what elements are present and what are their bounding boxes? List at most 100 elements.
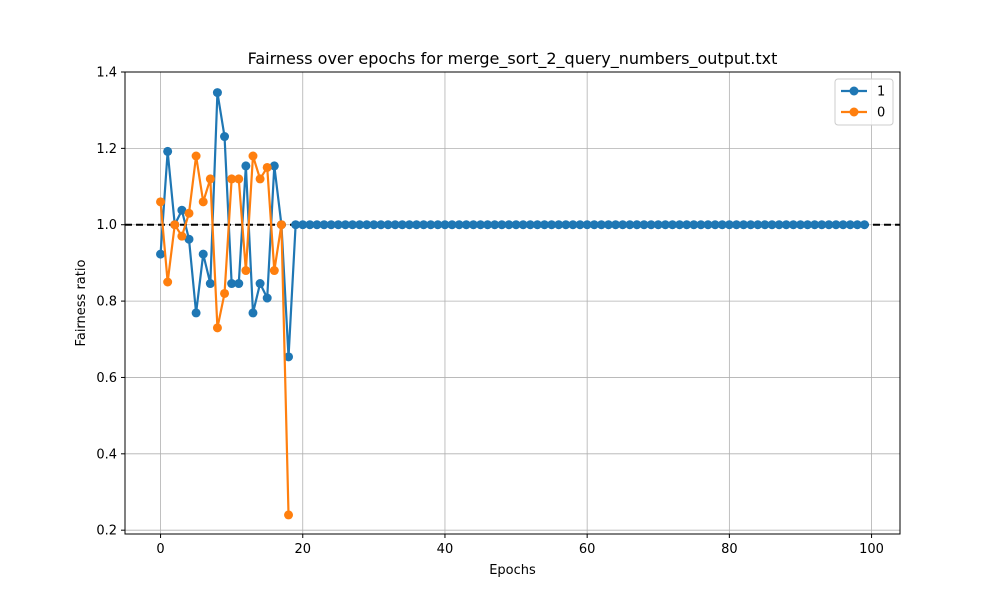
data-point	[547, 220, 557, 230]
chart-title: Fairness over epochs for merge_sort_2_qu…	[248, 49, 778, 69]
data-point	[753, 220, 763, 230]
data-point	[632, 220, 642, 230]
data-point	[838, 220, 848, 230]
data-point	[639, 220, 649, 230]
data-point	[212, 88, 222, 98]
data-point	[269, 161, 279, 171]
data-point	[205, 174, 215, 184]
legend-marker	[849, 107, 859, 117]
data-point	[241, 266, 251, 276]
legend-label: 1	[877, 85, 885, 100]
data-point	[618, 220, 628, 230]
data-point	[191, 151, 201, 161]
y-tick-label: 0.8	[96, 295, 117, 310]
data-point	[568, 220, 578, 230]
data-point	[227, 174, 237, 184]
data-point	[824, 220, 834, 230]
legend-marker	[849, 86, 859, 96]
data-point	[241, 161, 251, 171]
data-point	[276, 220, 286, 230]
y-tick-label: 1.2	[96, 142, 117, 157]
data-point	[234, 279, 244, 289]
data-point	[504, 220, 514, 230]
data-point	[234, 174, 244, 184]
data-point	[810, 220, 820, 230]
data-point	[667, 220, 677, 230]
data-point	[511, 220, 521, 230]
plot-frame	[124, 71, 901, 535]
y-tick-label: 0.4	[96, 447, 117, 462]
data-point	[447, 220, 457, 230]
data-point	[518, 220, 528, 230]
data-point	[163, 277, 173, 287]
data-point	[781, 220, 791, 230]
data-point	[724, 220, 734, 230]
data-point	[739, 220, 749, 230]
data-point	[788, 220, 798, 230]
data-point	[177, 205, 187, 215]
data-point	[404, 220, 414, 230]
data-point	[660, 220, 670, 230]
data-point	[795, 220, 805, 230]
data-point	[675, 220, 685, 230]
data-point	[212, 323, 222, 333]
data-point	[305, 220, 315, 230]
data-point	[177, 231, 187, 241]
data-point	[483, 220, 493, 230]
data-point	[774, 220, 784, 230]
data-point	[184, 234, 194, 244]
data-point	[433, 220, 443, 230]
data-point	[682, 220, 692, 230]
data-point	[596, 220, 606, 230]
data-point	[220, 288, 230, 298]
data-point	[703, 220, 713, 230]
data-point	[348, 220, 358, 230]
data-point	[731, 220, 741, 230]
data-point	[859, 220, 869, 230]
series-layer	[156, 88, 869, 520]
data-point	[532, 220, 542, 230]
data-point	[340, 220, 350, 230]
data-point	[497, 220, 507, 230]
data-point	[298, 220, 308, 230]
data-point	[390, 220, 400, 230]
data-point	[227, 279, 237, 289]
data-point	[383, 220, 393, 230]
data-point	[454, 220, 464, 230]
data-point	[156, 197, 166, 207]
x-tick-label: 80	[721, 542, 738, 557]
data-point	[646, 220, 656, 230]
x-tick-label: 0	[156, 542, 164, 557]
data-point	[539, 220, 549, 230]
data-point	[255, 279, 265, 289]
x-tick-label: 100	[859, 542, 884, 557]
data-point	[191, 308, 201, 318]
data-point	[284, 510, 294, 520]
data-point	[717, 220, 727, 230]
data-point	[490, 220, 500, 230]
legend: 10	[834, 78, 894, 126]
data-point	[426, 220, 436, 230]
data-point	[817, 220, 827, 230]
data-point	[269, 266, 279, 276]
data-point	[184, 208, 194, 218]
data-point	[369, 220, 379, 230]
series-0	[156, 151, 294, 520]
data-point	[767, 220, 777, 230]
x-axis-label: Epochs	[489, 563, 536, 578]
x-tick-label: 20	[294, 542, 311, 557]
data-point	[561, 220, 571, 230]
data-point	[611, 220, 621, 230]
data-point	[326, 220, 336, 230]
ticks: 0 20 40 60 80 100 0.2 0.4 0.6 0.8 1.0 1.2 1.4	[96, 66, 884, 558]
data-point	[205, 279, 215, 289]
x-tick-label: 40	[437, 542, 454, 557]
data-point	[653, 220, 663, 230]
data-point	[198, 197, 208, 207]
data-point	[312, 220, 322, 230]
data-point	[412, 220, 422, 230]
data-point	[589, 220, 599, 230]
data-point	[689, 220, 699, 230]
